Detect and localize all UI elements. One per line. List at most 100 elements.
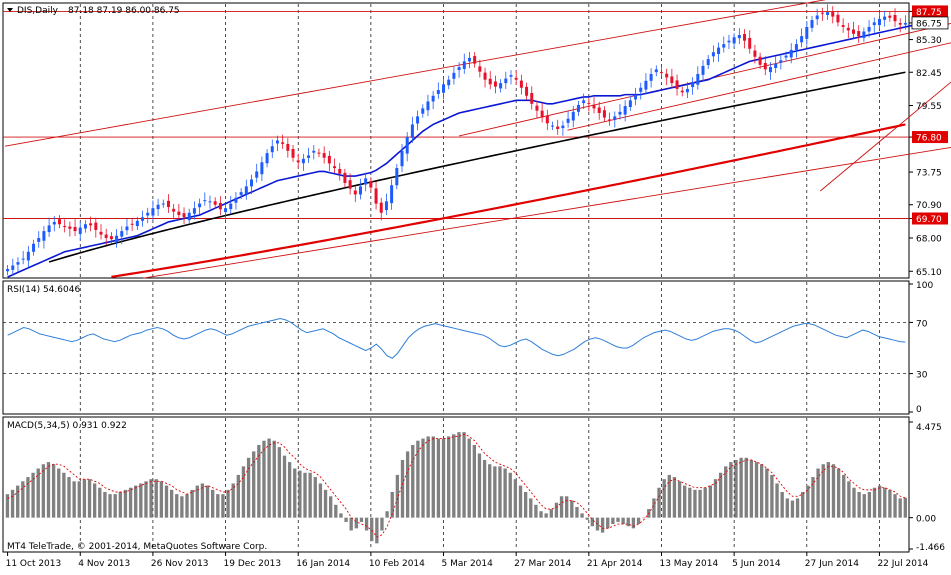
candle-bull xyxy=(768,67,772,73)
candle-bear xyxy=(94,222,98,230)
candle-bull xyxy=(265,153,269,164)
x-tick-label: 19 Dec 2013 xyxy=(224,559,282,569)
macd-bar xyxy=(842,474,846,518)
candle-bull xyxy=(815,15,819,20)
macd-bar xyxy=(31,472,35,518)
price-tag-label: 87.75 xyxy=(916,8,942,18)
trend-line xyxy=(567,42,951,131)
macd-bar xyxy=(457,432,461,518)
candle-bull xyxy=(255,171,259,178)
macd-bar xyxy=(380,517,384,531)
candle-bull xyxy=(187,212,191,221)
x-tick-label: 10 Feb 2014 xyxy=(369,559,425,569)
macd-bar xyxy=(600,517,605,533)
ma-blue-line xyxy=(7,23,916,278)
trend-line xyxy=(820,81,951,192)
macd-bar xyxy=(395,474,400,518)
candle-bull xyxy=(120,231,124,237)
candle-bull xyxy=(21,258,25,260)
candle-bull xyxy=(125,226,129,231)
macd-bar xyxy=(508,472,512,518)
ma-red-line xyxy=(111,123,906,278)
macd-bar xyxy=(724,466,728,518)
candle-bear xyxy=(680,90,684,93)
candle-bull xyxy=(618,111,622,115)
candle-bear xyxy=(374,188,378,204)
price-tag-label: 69.70 xyxy=(916,215,942,225)
macd-bar xyxy=(703,487,707,518)
dropdown-arrow-icon[interactable] xyxy=(7,8,13,12)
macd-title: MACD(5,34,5) 0.931 0.922 xyxy=(7,421,127,431)
macd-bar xyxy=(318,483,323,518)
macd-bar xyxy=(441,438,446,518)
macd-bar xyxy=(87,479,92,518)
macd-bar xyxy=(144,481,148,518)
macd-bar xyxy=(103,492,107,518)
candle-bear xyxy=(820,12,824,14)
macd-bar xyxy=(523,492,528,518)
macd-bar xyxy=(313,477,317,518)
y-tick-label: 82.45 xyxy=(916,69,942,79)
candle-bull xyxy=(431,95,435,102)
macd-bar xyxy=(801,492,805,518)
x-tick-label: 22 Jul 2014 xyxy=(877,559,928,569)
candle-bull xyxy=(551,125,555,127)
macd-bar xyxy=(770,474,774,518)
macd-bar xyxy=(616,517,620,522)
x-tick-label: 13 May 2014 xyxy=(659,559,718,569)
macd-bar xyxy=(754,462,759,518)
macd-bar xyxy=(200,483,205,518)
macd-bar xyxy=(431,436,435,518)
macd-bar xyxy=(821,464,825,518)
candle-bear xyxy=(831,12,835,17)
macd-bar xyxy=(780,492,784,518)
candle-bear xyxy=(296,160,300,163)
candle-bear xyxy=(675,80,679,89)
macd-bar xyxy=(585,517,589,520)
candle-bear xyxy=(659,72,663,74)
macd-bar xyxy=(718,472,723,518)
macd-bar xyxy=(5,494,10,518)
macd-bar xyxy=(847,481,851,518)
macd-bar xyxy=(657,487,661,518)
macd-bar xyxy=(334,504,338,518)
candle-bear xyxy=(535,105,539,111)
macd-indicator xyxy=(5,432,907,544)
macd-bar xyxy=(816,468,820,518)
candle-bear xyxy=(379,202,383,213)
y-tick-label: 65.10 xyxy=(916,268,942,278)
macd-bar xyxy=(898,498,902,518)
candle-bull xyxy=(16,262,20,265)
candle-bull xyxy=(364,178,368,185)
candle-bear xyxy=(556,126,560,130)
macd-bar xyxy=(611,517,615,525)
candle-bull xyxy=(260,162,264,175)
macd-bar xyxy=(405,451,410,518)
macd-bar xyxy=(231,483,235,518)
macd-bar xyxy=(164,485,169,518)
macd-bar xyxy=(575,506,579,518)
macd-bar xyxy=(282,455,287,518)
candle-bull xyxy=(499,83,503,89)
y-tick-label: 79.55 xyxy=(916,102,942,112)
candle-bear xyxy=(743,34,747,41)
macd-bar xyxy=(452,434,456,518)
candle-bull xyxy=(654,69,658,73)
rsi-y-label: 100 xyxy=(916,281,933,291)
candle-bull xyxy=(239,192,243,196)
candles xyxy=(6,4,907,276)
candle-bear xyxy=(99,231,103,235)
candle-bear xyxy=(182,213,186,218)
candle-bear xyxy=(281,142,285,144)
macd-bar xyxy=(498,466,502,518)
rsi-line xyxy=(7,318,906,359)
macd-bar xyxy=(26,477,30,518)
last-price-label: 86.75 xyxy=(916,19,942,29)
candle-bull xyxy=(696,73,700,85)
candle-bull xyxy=(867,26,871,32)
y-tick-label: 73.75 xyxy=(916,169,942,179)
macd-bar xyxy=(436,438,441,518)
